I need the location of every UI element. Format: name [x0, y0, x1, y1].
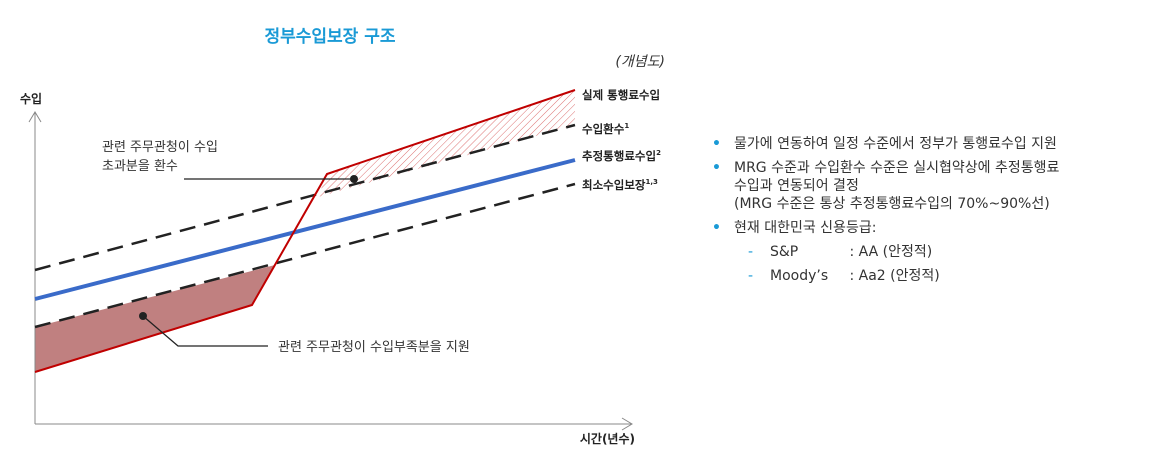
dash-icon: - [748, 244, 754, 260]
key-points-list: • 물가에 연동하여 일정 수준에서 정부가 통행료수입 지원 • MRG 수준… [706, 135, 1166, 285]
refund-callout-dot [350, 175, 358, 183]
bullet-text: 현재 대한민국 신용등급: [734, 220, 877, 236]
dash-icon: - [748, 268, 754, 284]
actual-toll-revenue-line [34, 89, 576, 373]
refund-callout-text-1: 관련 주무관청이 수입 [102, 140, 218, 155]
x-axis-label: 시간(년수) [580, 431, 635, 446]
support-callout-text: 관련 주무관청이 수입부족분을 지원 [278, 340, 470, 355]
support-callout-leader [142, 315, 268, 347]
rating-agency: Moody’s [770, 268, 829, 284]
refund-callout-text-2: 초과분을 환수 [102, 159, 178, 174]
y-axis-arrow [28, 111, 42, 123]
rating-value: : Aa2 (안정적) [849, 268, 940, 284]
bullet-text: 수입과 연동되어 결정 [734, 178, 859, 194]
y-axis-label: 수입 [20, 92, 42, 106]
bullet-dot-icon: • [712, 220, 721, 236]
refund-threshold-line [34, 123, 576, 272]
minimum-revenue-guarantee-line [34, 182, 576, 329]
mrg-concept-diagram: 정부수입보장 구조 (개념도) 실제 통행료수입 수입환수1 추정통행료수입2 … [20, 27, 665, 446]
bullet-dot-icon: • [712, 136, 721, 152]
bullet-text: 물가에 연동하여 일정 수준에서 정부가 통행료수입 지원 [734, 136, 1057, 152]
minimum-guarantee-label: 최소수입보장1,3 [582, 178, 658, 192]
estimated-toll-revenue-line [34, 158, 576, 301]
bullet-text: (MRG 수준은 통상 추정통행료수입의 70%~90%선) [734, 196, 1050, 212]
excess-refund-area [318, 90, 575, 197]
rating-row-moodys: - Moody’s : Aa2 (안정적) [706, 267, 1166, 285]
rating-agency: S&P [770, 244, 799, 260]
actual-revenue-label: 실제 통행료수입 [582, 88, 660, 102]
rating-value: : AA (안정적) [849, 244, 933, 260]
diagram-subtitle: (개념도) [615, 54, 665, 70]
bullet-item-credit-rating: • 현재 대한민국 신용등급: [706, 219, 1166, 237]
rating-row-sp: - S&P : AA (안정적) [706, 243, 1166, 261]
bullet-dot-icon: • [712, 160, 721, 176]
estimated-revenue-label: 추정통행료수입2 [582, 149, 661, 163]
bullet-item-inflation-linked: • 물가에 연동하여 일정 수준에서 정부가 통행료수입 지원 [706, 135, 1166, 153]
refund-label: 수입환수1 [582, 122, 629, 136]
bullet-item-mrg-level: • MRG 수준과 수입환수 수준은 실시협약상에 추정통행료 수입과 연동되어… [706, 159, 1166, 213]
x-axis-arrow [621, 417, 633, 431]
shortfall-support-area [35, 265, 275, 372]
diagram-title: 정부수입보장 구조 [264, 27, 395, 47]
bullet-text: MRG 수준과 수입환수 수준은 실시협약상에 추정통행료 [734, 160, 1060, 176]
